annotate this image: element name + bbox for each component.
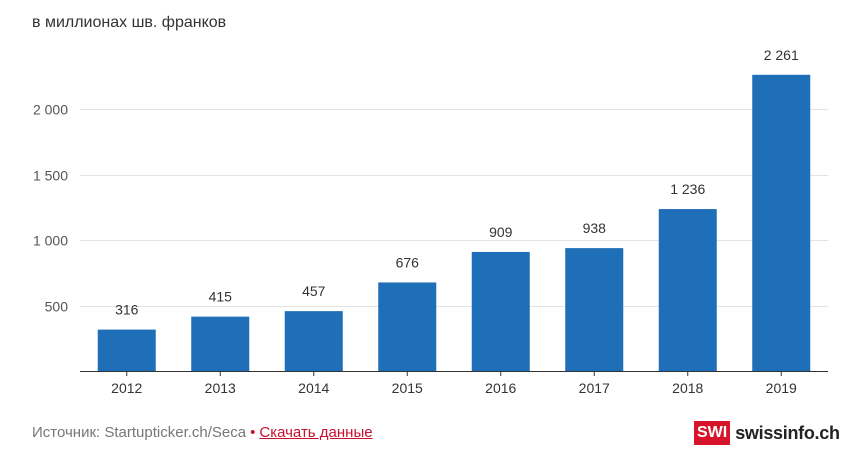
x-tick-label: 2012 — [111, 380, 142, 396]
data-label: 2 261 — [764, 47, 799, 63]
data-label: 909 — [489, 224, 513, 240]
brand-name: swissinfo.ch — [735, 422, 840, 443]
bar[interactable] — [191, 316, 250, 371]
y-tick-label: 2 000 — [33, 102, 68, 118]
bars — [97, 74, 811, 372]
data-label: 676 — [396, 254, 420, 270]
x-tick-label: 2018 — [672, 380, 703, 396]
bar[interactable] — [378, 282, 437, 371]
data-label: 938 — [583, 220, 607, 236]
data-label: 415 — [209, 289, 233, 305]
bar[interactable] — [752, 74, 811, 372]
x-tick-label: 2017 — [579, 380, 610, 396]
y-tick-label: 1 000 — [33, 233, 68, 249]
x-tick-label: 2016 — [485, 380, 516, 396]
footer-bullet: • — [250, 424, 256, 441]
data-label: 1 236 — [670, 181, 705, 197]
data-label: 316 — [115, 302, 139, 318]
data-labels: 316 415 457 676 909 938 1 236 2 261 — [115, 47, 799, 318]
x-axis: 2012 2013 2014 2015 2016 2017 2018 2019 — [111, 371, 797, 396]
swi-logo-box: SWI — [694, 421, 731, 445]
bar[interactable] — [658, 209, 717, 371]
y-tick-label: 500 — [45, 299, 69, 315]
y-tick-label: 1 500 — [33, 168, 68, 184]
x-tick-label: 2013 — [205, 380, 236, 396]
bar[interactable] — [565, 248, 624, 371]
x-tick-label: 2014 — [298, 380, 329, 396]
bar[interactable] — [97, 329, 156, 371]
x-tick-label: 2019 — [766, 380, 797, 396]
source-text: Источник: Startupticker.ch/Seca — [32, 424, 247, 441]
data-label: 457 — [302, 283, 326, 299]
bar[interactable] — [471, 251, 530, 371]
chart-footer: Источник: Startupticker.ch/Seca • Скачать … — [32, 424, 373, 441]
chart-subtitle: в миллионах шв. франков — [32, 14, 226, 31]
y-axis: 500 1 000 1 500 2 000 — [33, 102, 68, 315]
bar[interactable] — [284, 311, 343, 371]
brand-logo[interactable]: SWI swissinfo.ch — [694, 421, 840, 445]
download-data-link[interactable]: Скачать данные — [259, 424, 373, 441]
x-tick-label: 2015 — [392, 380, 423, 396]
